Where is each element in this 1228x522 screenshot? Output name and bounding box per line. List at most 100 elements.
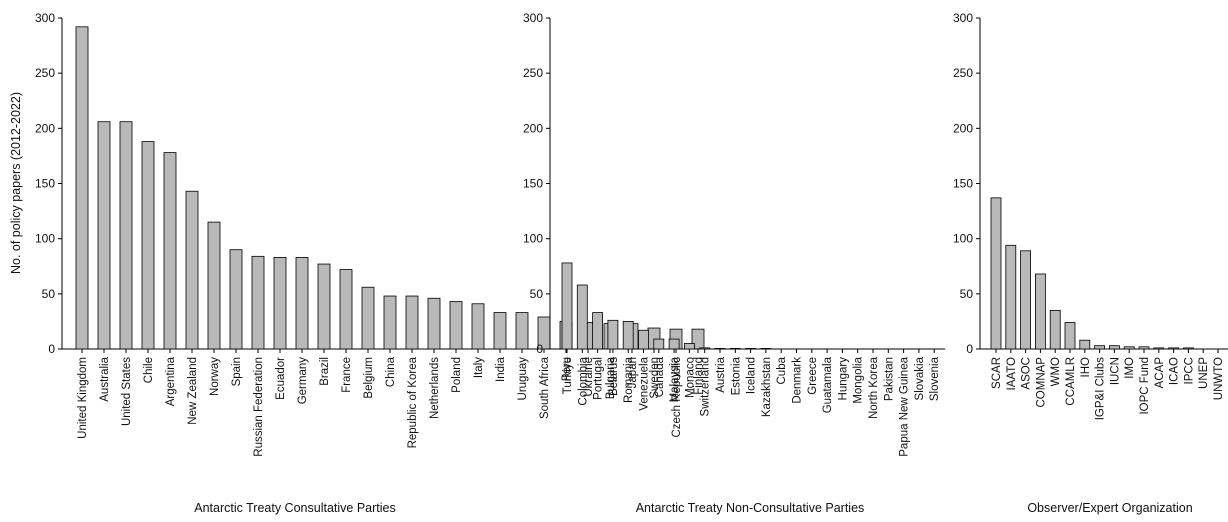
x-tick-label: Kazakhstan (761, 357, 773, 417)
x-tick-label: Sweden (649, 357, 661, 399)
bar (515, 312, 529, 350)
y-tick-label: 0 (966, 342, 973, 356)
bar (317, 263, 331, 350)
x-axis-label: Antarctic Treaty Non-Consultative Partie… (636, 501, 865, 515)
x-tick-label: Canada (654, 356, 666, 397)
x-tick-label: IHO (1080, 357, 1092, 378)
x-tick-label: France (341, 357, 353, 393)
x-tick-label: IMO (1124, 357, 1136, 379)
bar (638, 329, 649, 350)
x-tick-label: ICAO (1169, 357, 1181, 385)
bar (383, 295, 397, 350)
bar (684, 343, 695, 350)
y-tick-label: 50 (42, 287, 56, 301)
x-tick-label: Iceland (746, 357, 758, 394)
y-tick-label: 150 (523, 177, 543, 191)
x-tick-label: Brazil (319, 357, 331, 386)
bar (1109, 345, 1120, 350)
bar (185, 190, 199, 350)
x-tick-label: Belarus (608, 357, 620, 396)
y-tick-label: 300 (523, 11, 543, 25)
bar (361, 286, 375, 350)
bar (449, 301, 463, 350)
x-tick-label: Cuba (776, 356, 788, 384)
y-tick-label: 250 (523, 66, 543, 80)
x-tick-label: WMO (1050, 357, 1062, 386)
bar (1020, 250, 1031, 350)
bar (163, 152, 177, 350)
x-tick-label: Belgium (363, 357, 375, 399)
x-tick-label: Venezuela (639, 356, 651, 410)
x-tick-label: CCAMLR (1065, 357, 1077, 406)
x-tick-label: Portugal (593, 357, 605, 400)
x-tick-label: IPCC (1183, 357, 1195, 384)
x-tick-label: SCAR (991, 357, 1003, 389)
bar (1183, 347, 1194, 350)
x-tick-label: Bulgaria (605, 356, 617, 399)
x-tick-label: Guatamala (822, 356, 834, 413)
x-tick-label: Russian Federation (253, 357, 265, 457)
bar (1049, 309, 1061, 350)
bar (729, 348, 741, 350)
x-tick-label: Hungary (837, 357, 849, 401)
x-tick-label: Greece (807, 357, 819, 395)
x-tick-label: IAATO (1006, 357, 1018, 390)
bar (405, 295, 419, 350)
x-tick-label: Romania (623, 356, 635, 403)
bar (1153, 347, 1165, 350)
x-tick-label: India (495, 356, 507, 382)
x-tick-label: Ecuador (275, 357, 287, 400)
x-axis-label: Antarctic Treaty Consultative Parties (194, 501, 395, 515)
x-tick-label: Estonia (730, 356, 742, 395)
bar (471, 303, 485, 350)
y-tick-label: 0 (536, 342, 543, 356)
x-tick-label: Chile (143, 357, 155, 383)
bar (1005, 244, 1017, 350)
x-tick-label: Spain (231, 357, 243, 386)
bar (668, 338, 680, 350)
bar (561, 262, 573, 350)
bar (229, 249, 243, 350)
x-tick-label: Peru (561, 357, 573, 381)
x-tick-label: COMNAP (1035, 357, 1047, 408)
bar (339, 269, 353, 350)
y-tick-label: 0 (48, 342, 55, 356)
bar (745, 348, 756, 350)
bar (493, 312, 507, 350)
x-tick-label: ACAP (1154, 357, 1166, 389)
bar (97, 121, 111, 350)
y-tick-label: 50 (960, 287, 974, 301)
bar (607, 319, 619, 350)
bar (207, 221, 221, 350)
bar (141, 141, 155, 350)
x-tick-label: United States (121, 357, 133, 426)
bar (653, 338, 665, 350)
x-tick-label: New Zealand (187, 357, 199, 425)
x-tick-label: Finland (693, 357, 705, 395)
x-tick-label: IGP&I Clubs (1095, 357, 1107, 421)
bar (714, 348, 726, 350)
x-tick-label: Netherlands (429, 357, 441, 419)
y-tick-label: 200 (953, 121, 973, 135)
x-tick-label: Germany (297, 357, 309, 405)
x-tick-label: Malaysia (669, 356, 681, 402)
x-tick-label: Czech Republic (671, 357, 683, 438)
bar (1035, 273, 1046, 350)
x-tick-label: Slovenia (929, 356, 941, 401)
x-tick-label: Switzerland (700, 357, 712, 416)
x-tick-label: Australia (99, 356, 111, 401)
y-tick-label: 100 (35, 232, 55, 246)
x-tick-label: Slovakia (914, 356, 926, 400)
bar (1138, 346, 1150, 350)
bar (273, 257, 287, 350)
x-tick-label: Mongolia (853, 356, 865, 403)
x-tick-label: Argentina (165, 356, 177, 406)
y-tick-label: 100 (523, 232, 543, 246)
y-tick-label: 100 (953, 232, 973, 246)
bar (760, 348, 772, 350)
bar (1094, 345, 1105, 350)
y-tick-label: 250 (953, 66, 973, 80)
x-tick-label: IOPC Fund (1139, 357, 1151, 415)
